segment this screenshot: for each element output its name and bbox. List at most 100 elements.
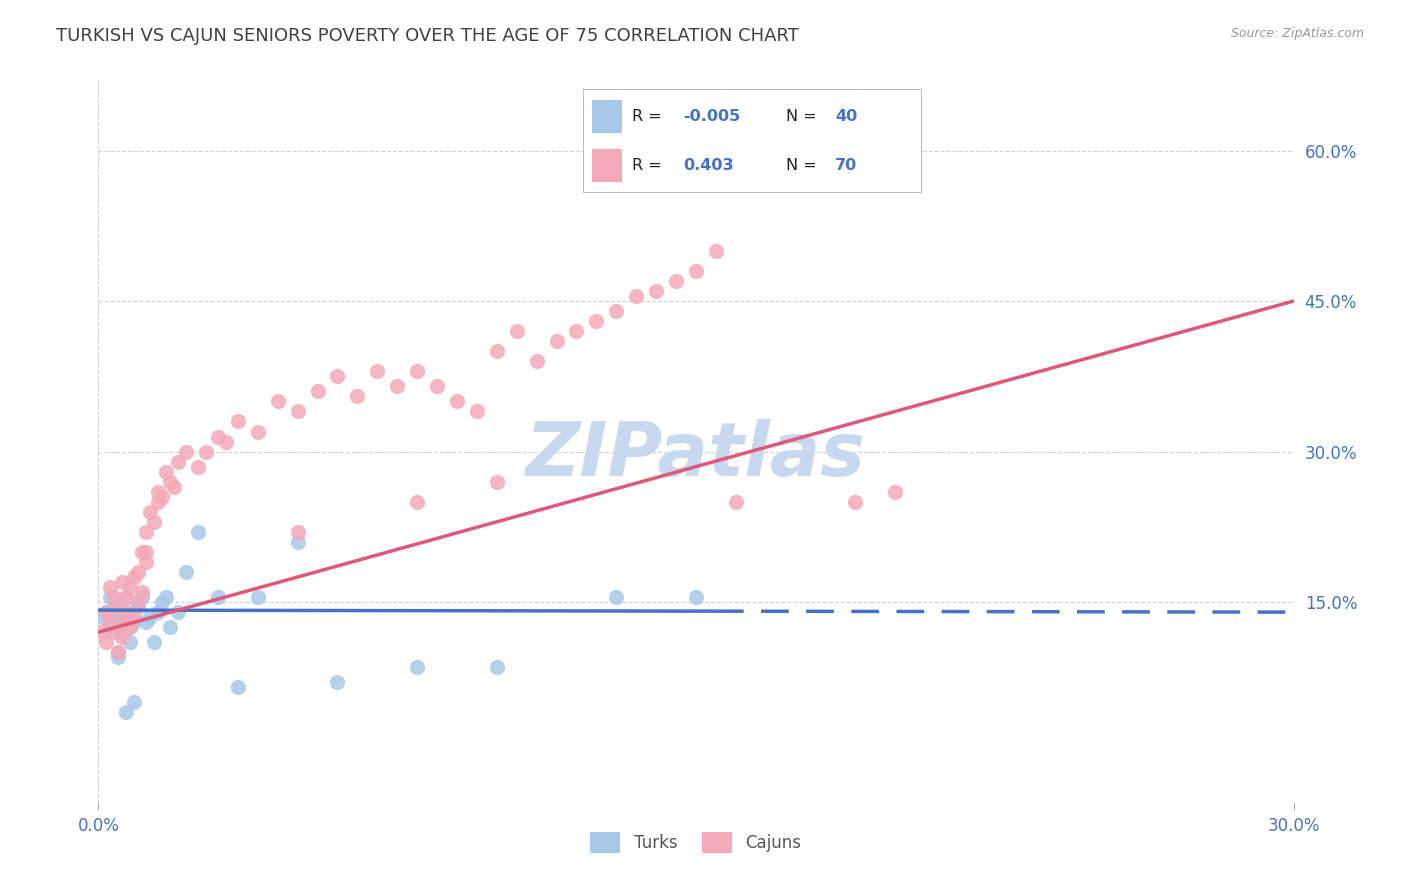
- Point: [135, 555, 157, 569]
- Point: [685, 264, 707, 278]
- Point: [131, 585, 153, 599]
- Point: [226, 681, 249, 695]
- Point: [526, 354, 548, 368]
- Point: [107, 645, 129, 659]
- Point: [246, 590, 269, 604]
- Point: [167, 605, 190, 619]
- Point: [148, 484, 170, 499]
- Point: [124, 570, 146, 584]
- Point: [546, 334, 568, 349]
- Point: [115, 590, 138, 604]
- Point: [131, 545, 153, 559]
- Point: [111, 615, 134, 630]
- Point: [150, 595, 173, 609]
- Point: [115, 605, 138, 619]
- Point: [287, 404, 309, 418]
- Point: [111, 615, 134, 630]
- Point: [163, 480, 186, 494]
- Text: N =: N =: [786, 110, 823, 124]
- Point: [685, 590, 707, 604]
- Point: [143, 515, 166, 529]
- Point: [103, 600, 125, 615]
- Point: [645, 284, 668, 298]
- Point: [98, 615, 122, 630]
- Point: [131, 590, 153, 604]
- Point: [135, 524, 157, 539]
- Point: [115, 590, 138, 604]
- Point: [155, 590, 177, 604]
- Point: [115, 706, 138, 720]
- Point: [98, 580, 122, 594]
- Point: [485, 475, 508, 489]
- Point: [135, 545, 157, 559]
- Point: [135, 615, 157, 630]
- Point: [884, 484, 907, 499]
- Text: Source: ZipAtlas.com: Source: ZipAtlas.com: [1230, 27, 1364, 40]
- Point: [96, 635, 118, 649]
- Point: [246, 425, 269, 439]
- Point: [585, 314, 607, 328]
- Point: [406, 494, 429, 508]
- Point: [111, 625, 134, 640]
- Point: [120, 620, 142, 634]
- Point: [127, 600, 149, 615]
- Point: [159, 475, 181, 489]
- Point: [605, 304, 627, 318]
- Point: [207, 590, 229, 604]
- Text: N =: N =: [786, 158, 823, 173]
- Point: [187, 524, 209, 539]
- Text: R =: R =: [633, 158, 668, 173]
- Point: [96, 605, 118, 619]
- Point: [406, 364, 429, 378]
- Point: [287, 535, 309, 549]
- Point: [107, 600, 129, 615]
- Point: [115, 605, 138, 619]
- Text: 70: 70: [835, 158, 858, 173]
- Point: [626, 289, 648, 303]
- Point: [120, 620, 142, 634]
- Text: 40: 40: [835, 110, 858, 124]
- Point: [103, 615, 125, 630]
- Point: [150, 490, 173, 504]
- Point: [124, 696, 146, 710]
- Point: [426, 379, 449, 393]
- Point: [98, 620, 122, 634]
- Point: [226, 414, 249, 429]
- Point: [155, 465, 177, 479]
- Point: [366, 364, 388, 378]
- FancyBboxPatch shape: [592, 101, 623, 133]
- Point: [385, 379, 409, 393]
- Text: -0.005: -0.005: [683, 110, 741, 124]
- Text: TURKISH VS CAJUN SENIORS POVERTY OVER THE AGE OF 75 CORRELATION CHART: TURKISH VS CAJUN SENIORS POVERTY OVER TH…: [56, 27, 799, 45]
- Point: [139, 610, 162, 624]
- Point: [446, 394, 468, 409]
- Point: [406, 660, 429, 674]
- Point: [665, 274, 688, 288]
- Point: [174, 444, 197, 458]
- Point: [287, 524, 309, 539]
- Point: [139, 505, 162, 519]
- Point: [107, 645, 129, 659]
- Point: [103, 590, 125, 604]
- Point: [605, 590, 627, 604]
- Point: [148, 605, 170, 619]
- Point: [91, 610, 114, 624]
- Point: [120, 635, 142, 649]
- Point: [465, 404, 488, 418]
- Point: [127, 595, 149, 609]
- Point: [326, 675, 349, 690]
- Point: [127, 595, 149, 609]
- Point: [506, 324, 529, 338]
- Point: [159, 620, 181, 634]
- Point: [195, 444, 218, 458]
- Point: [215, 434, 238, 449]
- Point: [565, 324, 588, 338]
- Point: [167, 455, 190, 469]
- Point: [111, 575, 134, 590]
- Legend: Turks, Cajuns: Turks, Cajuns: [583, 826, 808, 860]
- Point: [485, 660, 508, 674]
- Point: [844, 494, 866, 508]
- Point: [107, 650, 129, 665]
- Point: [124, 610, 146, 624]
- Point: [111, 630, 134, 644]
